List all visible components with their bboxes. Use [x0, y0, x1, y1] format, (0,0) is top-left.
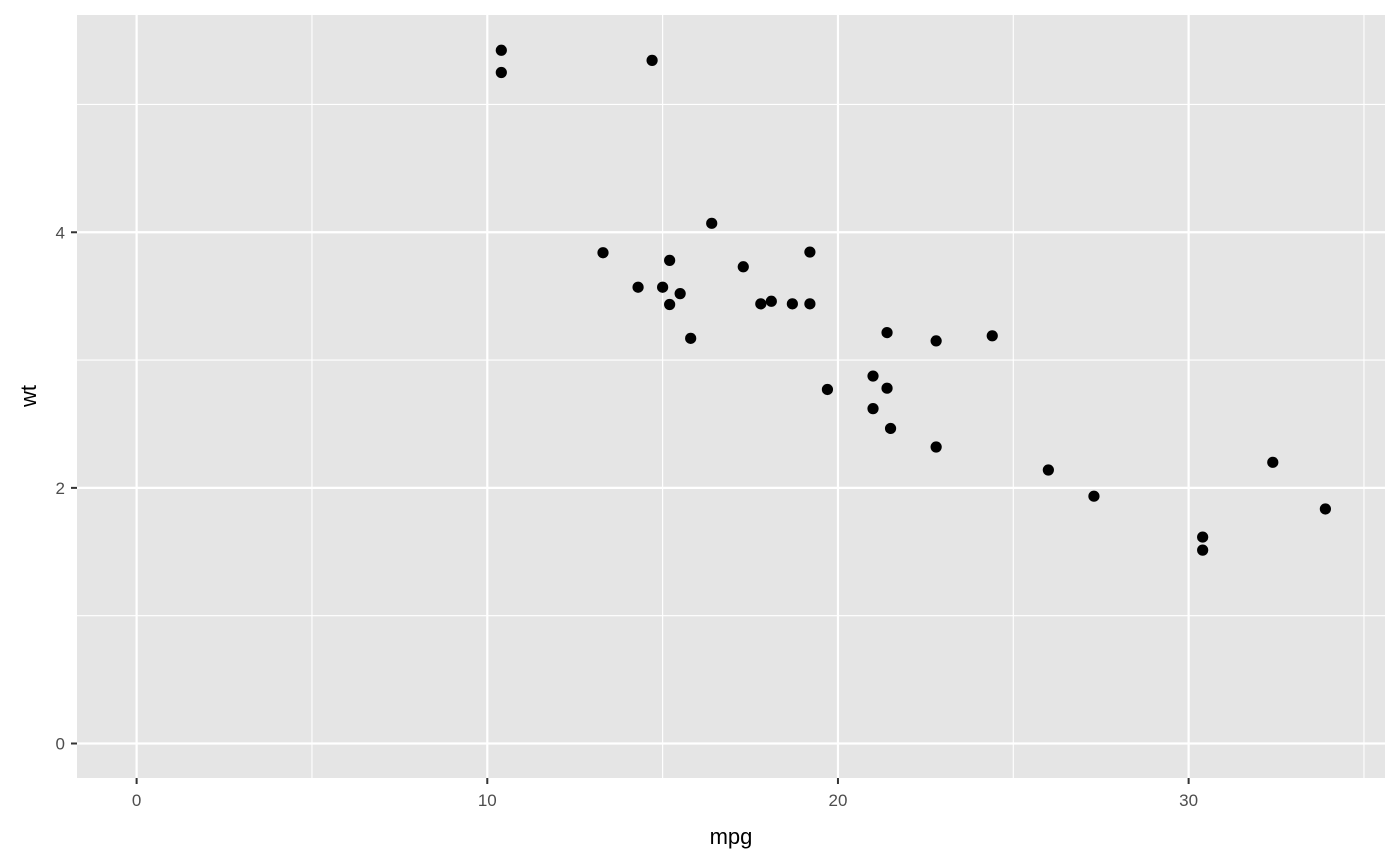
scatter-point — [664, 298, 676, 311]
scatter-point — [881, 382, 893, 394]
scatter-point — [1319, 503, 1331, 515]
scatter-point — [804, 246, 816, 258]
scatter-point — [737, 261, 749, 273]
scatter-point — [1267, 456, 1279, 468]
x-axis-title: mpg — [710, 824, 753, 849]
y-axis-title: wt — [16, 385, 41, 408]
scatter-point — [1197, 544, 1209, 556]
scatter-point — [1088, 490, 1100, 502]
axis-ticks — [71, 231, 1190, 784]
scatter-point — [657, 281, 669, 293]
scatter-point — [867, 370, 879, 382]
scatter-point — [867, 403, 879, 415]
scatter-point — [685, 332, 697, 344]
scatter-point — [495, 44, 507, 56]
tick-labels: 0 10 20 30 0 2 4 — [56, 223, 1199, 810]
x-tick-label: 10 — [478, 791, 497, 810]
scatter-point — [786, 298, 798, 310]
scatter-point — [646, 54, 658, 66]
x-tick-label: 20 — [828, 791, 847, 810]
y-tick-label: 2 — [56, 479, 65, 498]
scatter-point — [821, 383, 834, 396]
scatter-point — [930, 335, 942, 347]
y-tick-label: 4 — [56, 223, 65, 242]
scatter-point — [755, 298, 767, 310]
scatter-point — [986, 330, 998, 342]
scatter-point — [495, 66, 507, 79]
y-tick-label: 0 — [56, 734, 65, 753]
major-gridlines — [77, 15, 1385, 778]
x-tick-label: 0 — [132, 791, 141, 810]
scatter-point — [632, 281, 644, 293]
scatter-point — [706, 217, 718, 229]
plot-panel — [77, 15, 1385, 778]
scatter-point — [1042, 464, 1054, 476]
scatter-point — [884, 422, 897, 435]
data-points — [495, 44, 1331, 556]
scatter-point — [597, 247, 609, 259]
scatter-point — [804, 298, 816, 310]
scatter-point — [674, 288, 686, 300]
scatter-point — [881, 326, 893, 339]
scatter-point — [765, 295, 777, 307]
x-tick-label: 30 — [1179, 791, 1198, 810]
scatter-point — [930, 441, 942, 453]
scatter-point — [1197, 531, 1209, 543]
scatter-point — [664, 254, 676, 266]
minor-gridlines — [77, 15, 1385, 778]
